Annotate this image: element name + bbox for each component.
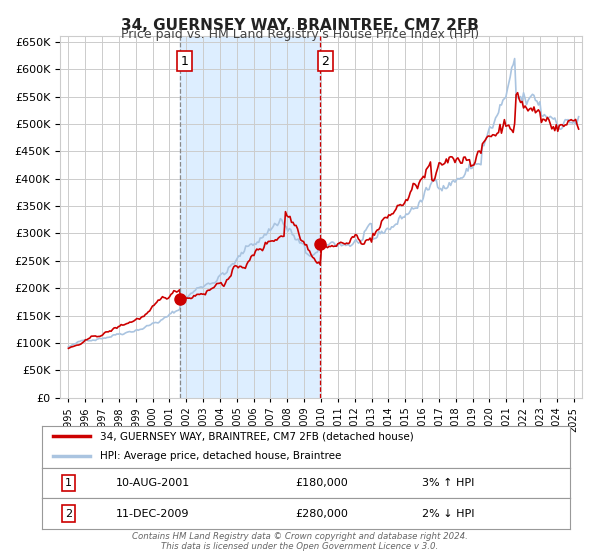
Bar <box>179 36 320 398</box>
Text: HPI: Average price, detached house, Braintree: HPI: Average price, detached house, Brai… <box>100 451 341 461</box>
Text: 2% ↓ HPI: 2% ↓ HPI <box>422 509 475 519</box>
Text: 2: 2 <box>65 509 72 519</box>
Text: 1: 1 <box>65 478 72 488</box>
Text: 1: 1 <box>181 54 188 68</box>
Text: 2: 2 <box>321 54 329 68</box>
Text: 3% ↑ HPI: 3% ↑ HPI <box>422 478 475 488</box>
Text: £280,000: £280,000 <box>295 509 349 519</box>
Text: 34, GUERNSEY WAY, BRAINTREE, CM7 2FB: 34, GUERNSEY WAY, BRAINTREE, CM7 2FB <box>121 18 479 33</box>
Text: 34, GUERNSEY WAY, BRAINTREE, CM7 2FB (detached house): 34, GUERNSEY WAY, BRAINTREE, CM7 2FB (de… <box>100 431 414 441</box>
Text: £180,000: £180,000 <box>295 478 348 488</box>
Text: 11-DEC-2009: 11-DEC-2009 <box>116 509 190 519</box>
Text: Price paid vs. HM Land Registry's House Price Index (HPI): Price paid vs. HM Land Registry's House … <box>121 28 479 41</box>
Text: 10-AUG-2001: 10-AUG-2001 <box>116 478 190 488</box>
Text: Contains HM Land Registry data © Crown copyright and database right 2024.
This d: Contains HM Land Registry data © Crown c… <box>132 532 468 552</box>
